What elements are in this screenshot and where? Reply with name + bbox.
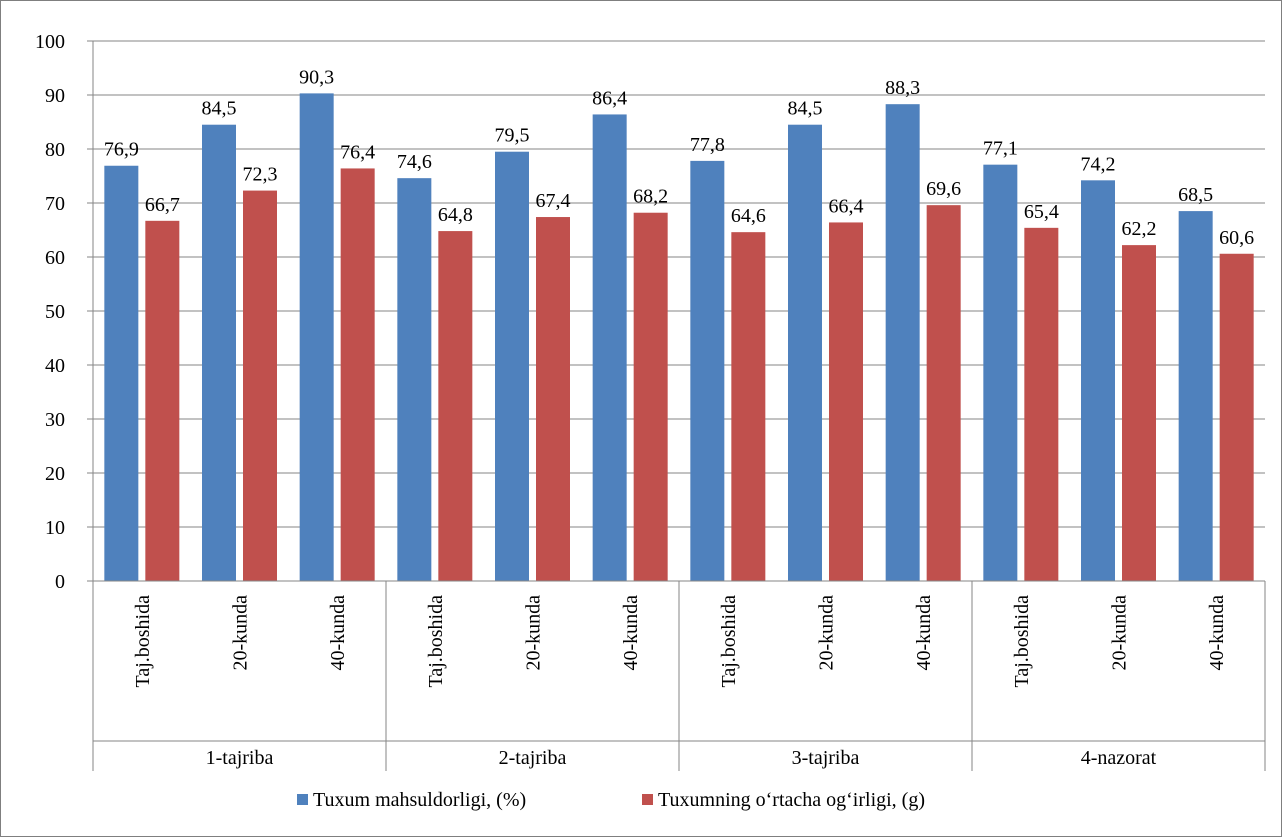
bar	[536, 217, 570, 582]
y-tick-label: 90	[45, 85, 65, 107]
data-label: 84,5	[202, 98, 237, 120]
data-label: 76,9	[104, 139, 139, 161]
y-tick-label: 100	[35, 31, 65, 53]
data-label: 84,5	[788, 98, 823, 120]
data-label: 74,2	[1081, 153, 1116, 175]
gridlines	[93, 40, 1265, 528]
y-tick-label: 50	[45, 301, 65, 323]
data-label: 77,1	[983, 138, 1018, 160]
bar	[829, 222, 863, 581]
category-label: Taj.boshida	[718, 595, 740, 688]
category-label: 20-kunda	[1109, 595, 1131, 671]
y-tick-label: 20	[45, 463, 65, 485]
bar	[243, 190, 277, 581]
data-label: 69,6	[926, 178, 961, 200]
data-label: 90,3	[299, 66, 334, 88]
category-label: Taj.boshida	[132, 595, 154, 688]
data-label: 66,7	[145, 194, 180, 216]
legend: Tuxum mahsuldorligi, (%) Tuxumning o‘rtac…	[297, 789, 925, 811]
category-label: 20-kunda	[230, 595, 252, 671]
bar	[1122, 245, 1156, 581]
labels: 0 10 20 30 40 50 60 70 80 90 100 76,9 84,5 90,3 74,6 79…	[35, 31, 1254, 769]
y-tick-label: 0	[55, 571, 65, 593]
data-label: 68,2	[633, 186, 668, 208]
data-label: 74,6	[397, 151, 432, 173]
category-label: Taj.boshida	[1011, 595, 1033, 688]
bar	[438, 231, 473, 581]
bar	[397, 178, 432, 581]
legend-swatch	[297, 794, 308, 805]
category-label: 40-kunda	[913, 595, 935, 671]
bar	[202, 124, 236, 581]
data-label: 79,5	[495, 125, 530, 147]
data-label: 76,4	[340, 141, 375, 163]
data-label: 86,4	[592, 87, 627, 109]
bar	[983, 164, 1018, 581]
bar	[495, 151, 529, 581]
y-tick-label: 40	[45, 355, 65, 377]
bar	[633, 212, 668, 581]
bar	[690, 160, 725, 581]
data-label: 64,6	[731, 205, 766, 227]
data-label: 64,8	[438, 204, 473, 226]
data-label: 65,4	[1024, 201, 1059, 223]
group-label: 4-nazorat	[1081, 747, 1157, 769]
category-label: 40-kunda	[327, 595, 349, 671]
legend-label: Tuxumning o‘rtacha og‘irligi, (g)	[658, 789, 925, 811]
category-label: 40-kunda	[1206, 595, 1228, 671]
data-label: 60,6	[1219, 227, 1254, 249]
y-tick-label: 10	[45, 517, 65, 539]
axes	[87, 40, 1266, 771]
category-label: Taj.boshida	[425, 595, 447, 688]
bar	[592, 114, 627, 581]
bar	[145, 220, 180, 581]
bar	[885, 104, 920, 582]
data-label: 68,5	[1178, 184, 1213, 206]
y-tick-label: 30	[45, 409, 65, 431]
bar	[1024, 227, 1059, 581]
category-label: 20-kunda	[523, 595, 545, 671]
bar	[926, 205, 961, 581]
bar	[1219, 253, 1254, 581]
bars	[104, 93, 1254, 582]
data-label: 72,3	[243, 164, 278, 186]
y-tick-label: 60	[45, 247, 65, 269]
bar	[1081, 180, 1115, 581]
bar	[104, 165, 139, 582]
data-label: 66,4	[829, 195, 864, 217]
category-label: 40-kunda	[620, 595, 642, 671]
bar	[788, 124, 822, 581]
data-label: 77,8	[690, 134, 725, 156]
legend-label: Tuxum mahsuldorligi, (%)	[313, 789, 526, 811]
data-label: 88,3	[885, 77, 920, 99]
group-label: 1-tajriba	[206, 747, 274, 769]
group-label: 2-tajriba	[499, 747, 567, 769]
y-tick-label: 70	[45, 193, 65, 215]
bar	[299, 93, 334, 581]
bar	[731, 232, 766, 581]
y-tick-label: 80	[45, 139, 65, 161]
category-label: 20-kunda	[816, 595, 838, 671]
group-label: 3-tajriba	[792, 747, 860, 769]
data-label: 62,2	[1122, 218, 1157, 240]
data-label: 67,4	[536, 190, 571, 212]
bar	[1178, 211, 1213, 581]
legend-swatch	[642, 794, 653, 805]
bar	[340, 168, 375, 581]
